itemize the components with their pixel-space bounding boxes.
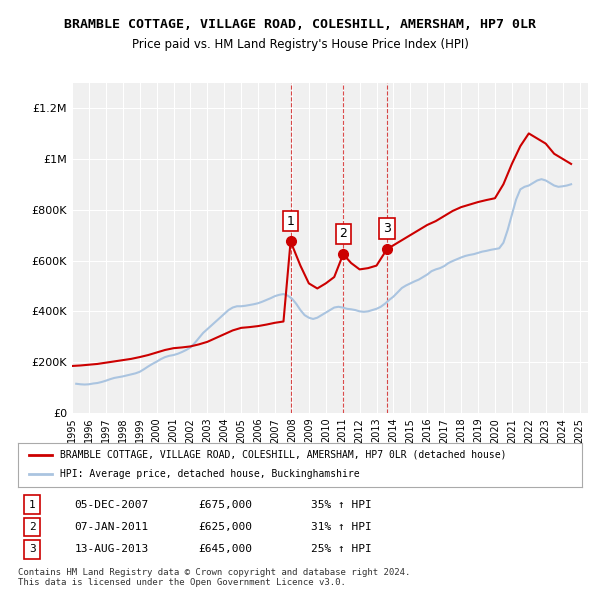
Text: 31% ↑ HPI: 31% ↑ HPI (311, 522, 372, 532)
Text: £675,000: £675,000 (199, 500, 253, 510)
Text: £625,000: £625,000 (199, 522, 253, 532)
Text: 2: 2 (29, 522, 35, 532)
Text: This data is licensed under the Open Government Licence v3.0.: This data is licensed under the Open Gov… (18, 578, 346, 587)
Text: 35% ↑ HPI: 35% ↑ HPI (311, 500, 372, 510)
Text: £645,000: £645,000 (199, 545, 253, 555)
Text: 3: 3 (29, 545, 35, 555)
Text: 1: 1 (29, 500, 35, 510)
Text: Contains HM Land Registry data © Crown copyright and database right 2024.: Contains HM Land Registry data © Crown c… (18, 568, 410, 576)
Text: 07-JAN-2011: 07-JAN-2011 (74, 522, 149, 532)
Text: BRAMBLE COTTAGE, VILLAGE ROAD, COLESHILL, AMERSHAM, HP7 0LR: BRAMBLE COTTAGE, VILLAGE ROAD, COLESHILL… (64, 18, 536, 31)
Text: 3: 3 (383, 222, 391, 235)
Text: HPI: Average price, detached house, Buckinghamshire: HPI: Average price, detached house, Buck… (60, 470, 360, 479)
Text: Price paid vs. HM Land Registry's House Price Index (HPI): Price paid vs. HM Land Registry's House … (131, 38, 469, 51)
Text: 13-AUG-2013: 13-AUG-2013 (74, 545, 149, 555)
Text: 2: 2 (339, 227, 347, 240)
Text: 1: 1 (287, 215, 295, 228)
Text: 25% ↑ HPI: 25% ↑ HPI (311, 545, 372, 555)
Text: BRAMBLE COTTAGE, VILLAGE ROAD, COLESHILL, AMERSHAM, HP7 0LR (detached house): BRAMBLE COTTAGE, VILLAGE ROAD, COLESHILL… (60, 450, 507, 460)
Text: 05-DEC-2007: 05-DEC-2007 (74, 500, 149, 510)
